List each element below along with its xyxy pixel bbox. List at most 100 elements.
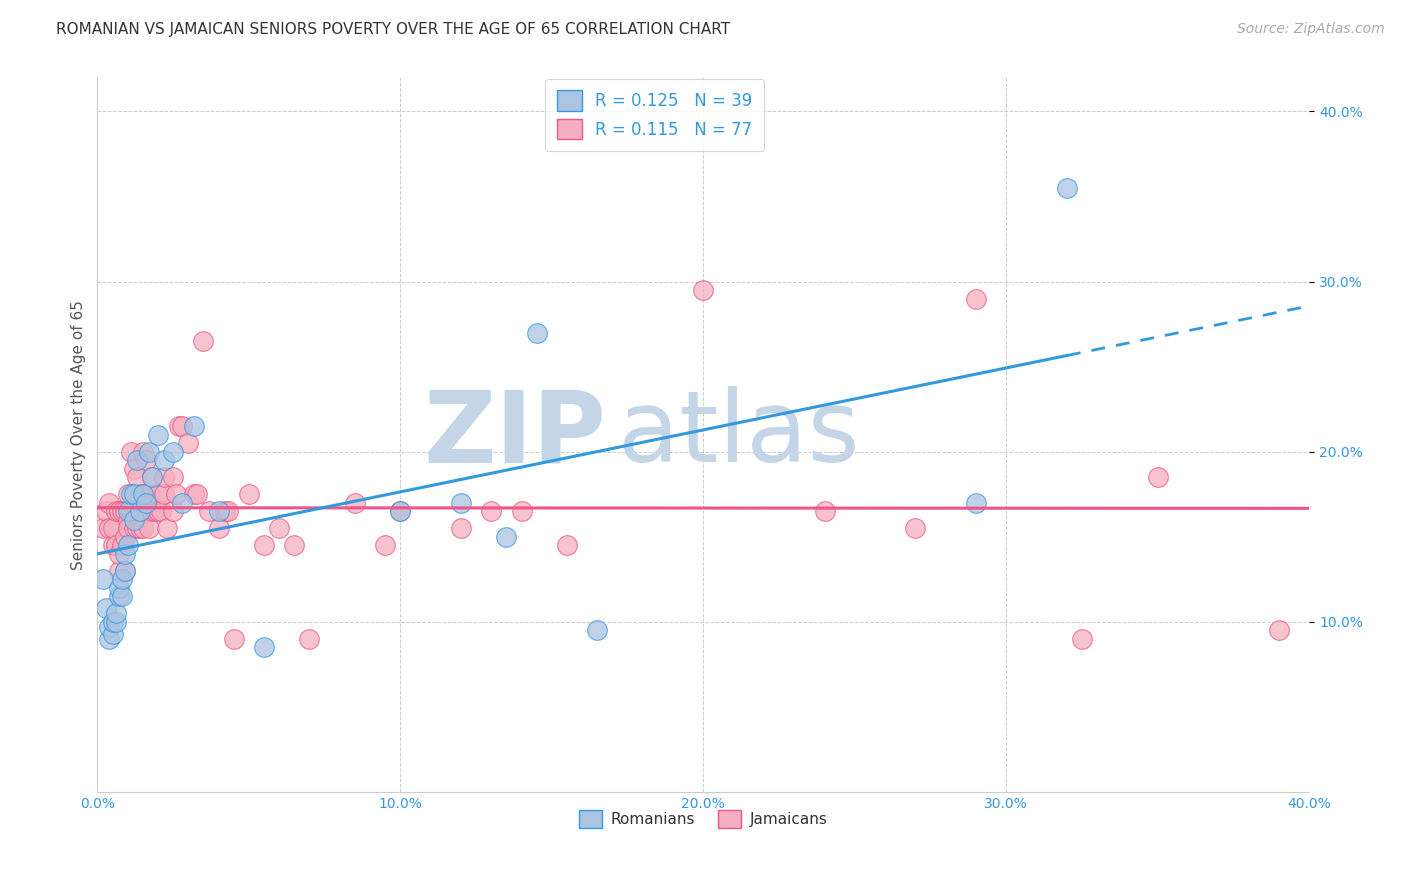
Point bbox=[177, 436, 200, 450]
Point bbox=[104, 504, 127, 518]
Point bbox=[117, 513, 139, 527]
Point bbox=[162, 504, 184, 518]
Point bbox=[1071, 632, 1094, 646]
Point bbox=[98, 521, 121, 535]
Point bbox=[101, 615, 124, 629]
Point bbox=[122, 461, 145, 475]
Point bbox=[138, 521, 160, 535]
Point bbox=[146, 427, 169, 442]
Point bbox=[141, 470, 163, 484]
Point bbox=[214, 504, 236, 518]
Text: ROMANIAN VS JAMAICAN SENIORS POVERTY OVER THE AGE OF 65 CORRELATION CHART: ROMANIAN VS JAMAICAN SENIORS POVERTY OVE… bbox=[56, 22, 730, 37]
Point bbox=[120, 444, 142, 458]
Point bbox=[253, 640, 276, 655]
Point bbox=[207, 504, 229, 518]
Point bbox=[114, 504, 136, 518]
Point bbox=[172, 496, 194, 510]
Point bbox=[132, 444, 155, 458]
Point bbox=[125, 470, 148, 484]
Point bbox=[125, 453, 148, 467]
Point bbox=[135, 487, 157, 501]
Point bbox=[125, 521, 148, 535]
Point bbox=[135, 496, 157, 510]
Point bbox=[143, 504, 166, 518]
Point bbox=[117, 487, 139, 501]
Point bbox=[298, 632, 321, 646]
Point bbox=[1268, 624, 1291, 638]
Point bbox=[510, 504, 533, 518]
Point bbox=[153, 487, 176, 501]
Point bbox=[120, 504, 142, 518]
Point bbox=[114, 564, 136, 578]
Point bbox=[904, 521, 927, 535]
Point bbox=[526, 326, 548, 340]
Point bbox=[104, 607, 127, 621]
Point bbox=[114, 547, 136, 561]
Point bbox=[107, 564, 129, 578]
Point bbox=[93, 572, 115, 586]
Point bbox=[110, 590, 132, 604]
Point bbox=[343, 496, 366, 510]
Point bbox=[132, 487, 155, 501]
Point bbox=[107, 504, 129, 518]
Point bbox=[153, 453, 176, 467]
Point bbox=[132, 487, 155, 501]
Point bbox=[198, 504, 221, 518]
Point bbox=[186, 487, 208, 501]
Point bbox=[450, 496, 472, 510]
Point bbox=[110, 504, 132, 518]
Point bbox=[107, 590, 129, 604]
Point bbox=[146, 504, 169, 518]
Point bbox=[101, 538, 124, 552]
Point bbox=[101, 521, 124, 535]
Point bbox=[269, 521, 291, 535]
Point bbox=[1056, 181, 1078, 195]
Text: ZIP: ZIP bbox=[423, 386, 606, 483]
Point bbox=[96, 504, 118, 518]
Point bbox=[128, 504, 150, 518]
Point bbox=[374, 538, 396, 552]
Point bbox=[120, 487, 142, 501]
Point bbox=[114, 564, 136, 578]
Point bbox=[253, 538, 276, 552]
Point bbox=[162, 444, 184, 458]
Y-axis label: Seniors Poverty Over the Age of 65: Seniors Poverty Over the Age of 65 bbox=[72, 300, 86, 570]
Point bbox=[135, 453, 157, 467]
Point bbox=[107, 581, 129, 595]
Point bbox=[965, 292, 987, 306]
Point bbox=[207, 521, 229, 535]
Point bbox=[141, 504, 163, 518]
Point bbox=[495, 530, 517, 544]
Point bbox=[138, 487, 160, 501]
Point bbox=[222, 632, 245, 646]
Point bbox=[93, 521, 115, 535]
Point bbox=[692, 283, 714, 297]
Point bbox=[813, 504, 835, 518]
Point bbox=[114, 530, 136, 544]
Point bbox=[117, 521, 139, 535]
Point bbox=[128, 521, 150, 535]
Point bbox=[450, 521, 472, 535]
Point bbox=[479, 504, 502, 518]
Point bbox=[96, 601, 118, 615]
Point bbox=[283, 538, 305, 552]
Point bbox=[1146, 470, 1168, 484]
Legend: Romanians, Jamaicans: Romanians, Jamaicans bbox=[572, 804, 834, 834]
Point bbox=[389, 504, 412, 518]
Text: Source: ZipAtlas.com: Source: ZipAtlas.com bbox=[1237, 22, 1385, 37]
Point bbox=[146, 487, 169, 501]
Point bbox=[153, 470, 176, 484]
Point bbox=[149, 504, 172, 518]
Point bbox=[132, 521, 155, 535]
Point bbox=[172, 419, 194, 434]
Point bbox=[122, 487, 145, 501]
Point bbox=[125, 496, 148, 510]
Point bbox=[107, 547, 129, 561]
Point bbox=[122, 521, 145, 535]
Point bbox=[104, 615, 127, 629]
Point bbox=[98, 496, 121, 510]
Point bbox=[965, 496, 987, 510]
Point bbox=[183, 487, 205, 501]
Point bbox=[156, 521, 179, 535]
Point bbox=[238, 487, 260, 501]
